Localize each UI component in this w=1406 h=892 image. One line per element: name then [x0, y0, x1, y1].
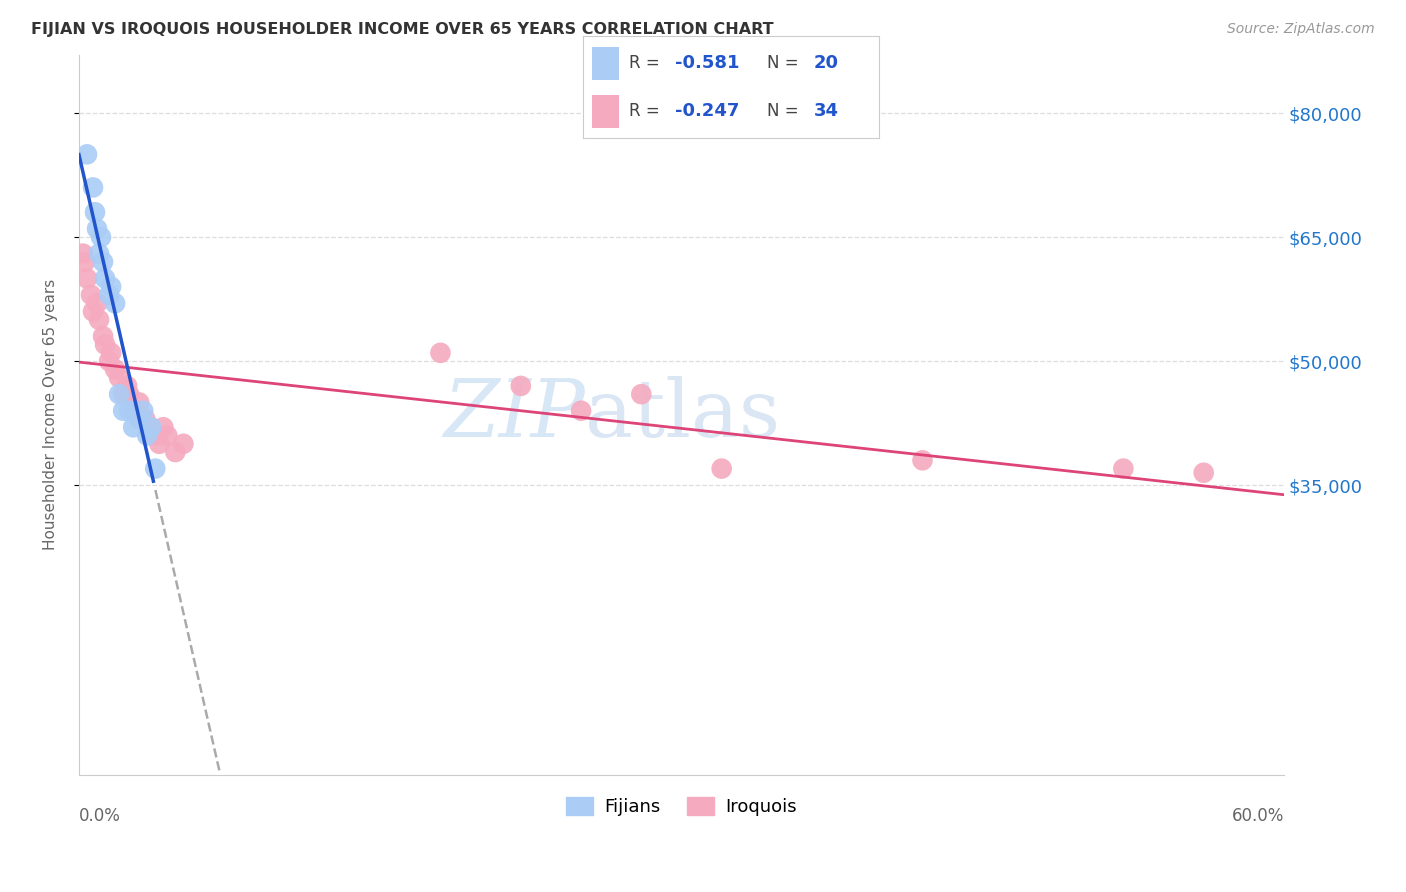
Point — [112, 387, 135, 401]
Point — [143, 461, 166, 475]
Point — [138, 420, 160, 434]
Text: R =: R = — [630, 54, 665, 72]
Point — [136, 428, 159, 442]
Text: Source: ZipAtlas.com: Source: ZipAtlas.com — [1227, 22, 1375, 37]
Point — [911, 453, 934, 467]
Y-axis label: Householder Income Over 65 years: Householder Income Over 65 years — [44, 279, 58, 550]
Point — [100, 346, 122, 360]
Point — [94, 337, 117, 351]
Point — [143, 428, 166, 442]
Point — [172, 437, 194, 451]
Point — [76, 147, 98, 161]
Point — [710, 461, 733, 475]
Point — [156, 428, 179, 442]
Point — [73, 255, 96, 269]
Point — [87, 246, 110, 260]
Point — [124, 403, 146, 417]
Point — [134, 412, 156, 426]
Text: N =: N = — [766, 102, 803, 120]
Point — [115, 379, 138, 393]
Point — [104, 296, 127, 310]
Point — [569, 403, 592, 417]
Point — [98, 354, 121, 368]
Point — [128, 412, 150, 426]
Legend: Fijians, Iroquois: Fijians, Iroquois — [558, 789, 804, 823]
Point — [118, 403, 141, 417]
Point — [80, 288, 103, 302]
Point — [509, 379, 531, 393]
Point — [141, 420, 163, 434]
Text: N =: N = — [766, 54, 803, 72]
Point — [86, 296, 108, 310]
Point — [91, 255, 114, 269]
Text: R =: R = — [630, 102, 665, 120]
Point — [98, 288, 121, 302]
Point — [108, 387, 131, 401]
Point — [122, 420, 145, 434]
Text: -0.581: -0.581 — [675, 54, 740, 72]
Point — [84, 205, 107, 219]
FancyBboxPatch shape — [592, 95, 619, 128]
Point — [94, 271, 117, 285]
Point — [104, 362, 127, 376]
Point — [1192, 466, 1215, 480]
Text: 60.0%: 60.0% — [1232, 807, 1284, 825]
Point — [132, 403, 155, 417]
Point — [82, 304, 104, 318]
Text: -0.247: -0.247 — [675, 102, 740, 120]
Text: 20: 20 — [814, 54, 839, 72]
Text: 34: 34 — [814, 102, 839, 120]
Point — [1112, 461, 1135, 475]
Point — [108, 370, 131, 384]
Point — [87, 312, 110, 326]
Point — [72, 246, 94, 260]
Point — [82, 180, 104, 194]
FancyBboxPatch shape — [592, 47, 619, 79]
Text: 0.0%: 0.0% — [79, 807, 121, 825]
Point — [90, 230, 112, 244]
Text: ZIP: ZIP — [443, 376, 585, 454]
Point — [429, 346, 451, 360]
Point — [152, 420, 174, 434]
Point — [128, 395, 150, 409]
Point — [148, 437, 170, 451]
Point — [100, 279, 122, 293]
Point — [76, 271, 98, 285]
Text: atlas: atlas — [585, 376, 780, 454]
Point — [630, 387, 652, 401]
Point — [86, 221, 108, 235]
Point — [91, 329, 114, 343]
Text: FIJIAN VS IROQUOIS HOUSEHOLDER INCOME OVER 65 YEARS CORRELATION CHART: FIJIAN VS IROQUOIS HOUSEHOLDER INCOME OV… — [31, 22, 773, 37]
Point — [118, 387, 141, 401]
Point — [165, 445, 187, 459]
Point — [112, 403, 135, 417]
